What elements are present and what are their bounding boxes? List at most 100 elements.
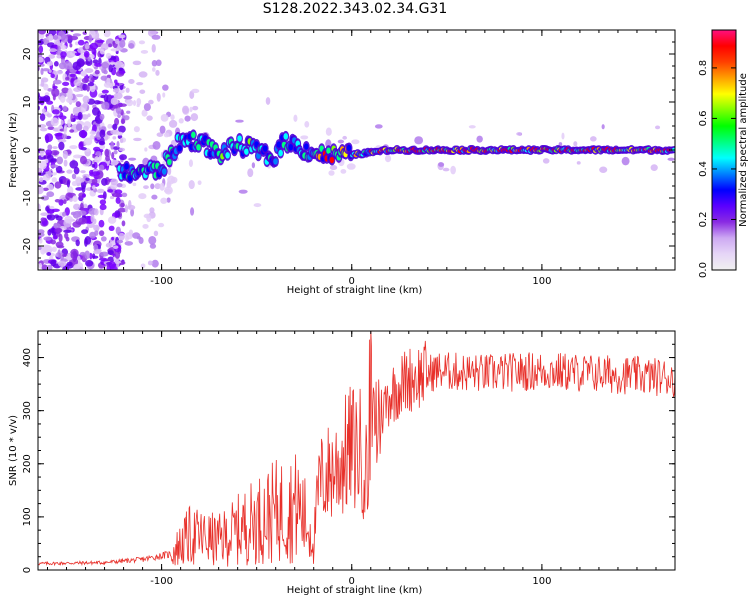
noise-blob	[151, 60, 158, 67]
noise-blob	[621, 156, 630, 166]
x-tick-label: -100	[150, 576, 173, 587]
noise-blob	[117, 207, 127, 213]
noise-blob	[38, 232, 45, 238]
ridge-core	[262, 145, 268, 152]
noise-blob	[38, 185, 44, 195]
noise-blob	[414, 136, 424, 145]
noise-blob	[119, 39, 126, 48]
y-tick-label: -10	[22, 190, 33, 206]
noise-blob	[41, 108, 46, 113]
noise-blob	[168, 119, 178, 128]
noise-blob	[329, 165, 338, 171]
noise-blob	[82, 83, 88, 91]
ridge-core	[278, 149, 283, 157]
noise-blob	[142, 223, 149, 229]
noise-blob	[109, 195, 115, 200]
noise-blob	[50, 164, 59, 168]
noise-blob	[51, 208, 60, 213]
noise-blob	[599, 166, 608, 173]
noise-blob	[92, 255, 99, 259]
noise-blob	[86, 84, 90, 92]
noise-blob	[143, 185, 149, 190]
ridge-core	[244, 148, 249, 155]
ridge-core	[237, 135, 242, 142]
noise-blob	[47, 126, 55, 131]
noise-blob	[576, 161, 581, 165]
noise-blob	[67, 88, 73, 97]
ridge-core	[329, 156, 335, 164]
noise-blob	[54, 181, 62, 189]
noise-blob	[89, 252, 93, 260]
noise-blob	[72, 195, 78, 203]
noise-blob	[40, 217, 46, 222]
noise-blob	[251, 162, 256, 169]
noise-blob	[76, 58, 85, 68]
noise-blob	[98, 230, 105, 237]
noise-blob	[103, 30, 111, 38]
noise-blob	[96, 39, 105, 43]
noise-blob	[113, 150, 118, 155]
noise-blob	[47, 87, 53, 92]
noise-blob	[140, 50, 149, 54]
x-tick-label: 0	[349, 276, 355, 287]
noise-blob	[99, 129, 106, 138]
noise-blob	[44, 92, 50, 97]
noise-blob	[655, 125, 661, 130]
noise-blob	[160, 114, 169, 122]
noise-blob	[178, 118, 184, 124]
noise-blob	[52, 146, 58, 150]
noise-blob	[89, 42, 99, 50]
noise-blob	[114, 251, 121, 259]
noise-blob	[125, 235, 129, 242]
noise-blob	[83, 203, 88, 209]
noise-blob	[450, 165, 456, 175]
noise-blob	[48, 54, 56, 59]
colorbar-tick-label: 0.2	[698, 212, 709, 228]
noise-blob	[91, 178, 98, 185]
noise-blob	[38, 155, 47, 160]
noise-blob	[116, 239, 124, 244]
noise-blob	[62, 211, 67, 217]
noise-blob	[87, 113, 91, 118]
y-tick-label: 400	[22, 348, 33, 367]
noise-blob	[162, 84, 169, 91]
colorbar-tick-label: 0.8	[698, 60, 709, 76]
noise-blob	[49, 205, 55, 210]
noise-blob	[83, 137, 93, 146]
spectrogram-area	[38, 30, 675, 270]
noise-blob	[50, 259, 57, 267]
noise-blob	[52, 34, 59, 40]
noise-blob	[162, 92, 166, 98]
noise-blob	[64, 215, 74, 223]
noise-blob	[73, 166, 80, 175]
noise-blob	[138, 40, 146, 45]
noise-blob	[44, 133, 54, 143]
colorbar-tick-label: 0.0	[698, 262, 709, 278]
noise-blob	[38, 237, 43, 244]
noise-blob	[81, 77, 90, 84]
noise-blob	[442, 167, 450, 172]
noise-blob	[104, 148, 110, 157]
noise-blob	[94, 69, 100, 75]
noise-blob	[69, 160, 79, 169]
noise-blob	[144, 147, 148, 152]
noise-blob	[351, 139, 360, 145]
noise-blob	[38, 124, 47, 129]
noise-blob	[238, 189, 248, 194]
y-axis-label: SNR (10 * v/v)	[8, 415, 19, 486]
noise-blob	[148, 235, 157, 245]
noise-blob	[118, 125, 126, 133]
noise-blob	[58, 141, 65, 151]
noise-blob	[42, 187, 49, 192]
noise-blob	[38, 45, 44, 54]
x-axis-label: Height of straight line (km)	[287, 285, 423, 296]
ridge-core	[191, 131, 196, 139]
noise-blob	[114, 38, 120, 45]
colorbar	[711, 29, 737, 271]
noise-blob	[80, 177, 85, 183]
y-axis-label: Frequency (Hz)	[8, 112, 19, 188]
noise-blob	[188, 180, 195, 189]
noise-blob	[81, 193, 86, 198]
noise-blob	[136, 82, 144, 86]
noise-blob	[151, 67, 156, 72]
